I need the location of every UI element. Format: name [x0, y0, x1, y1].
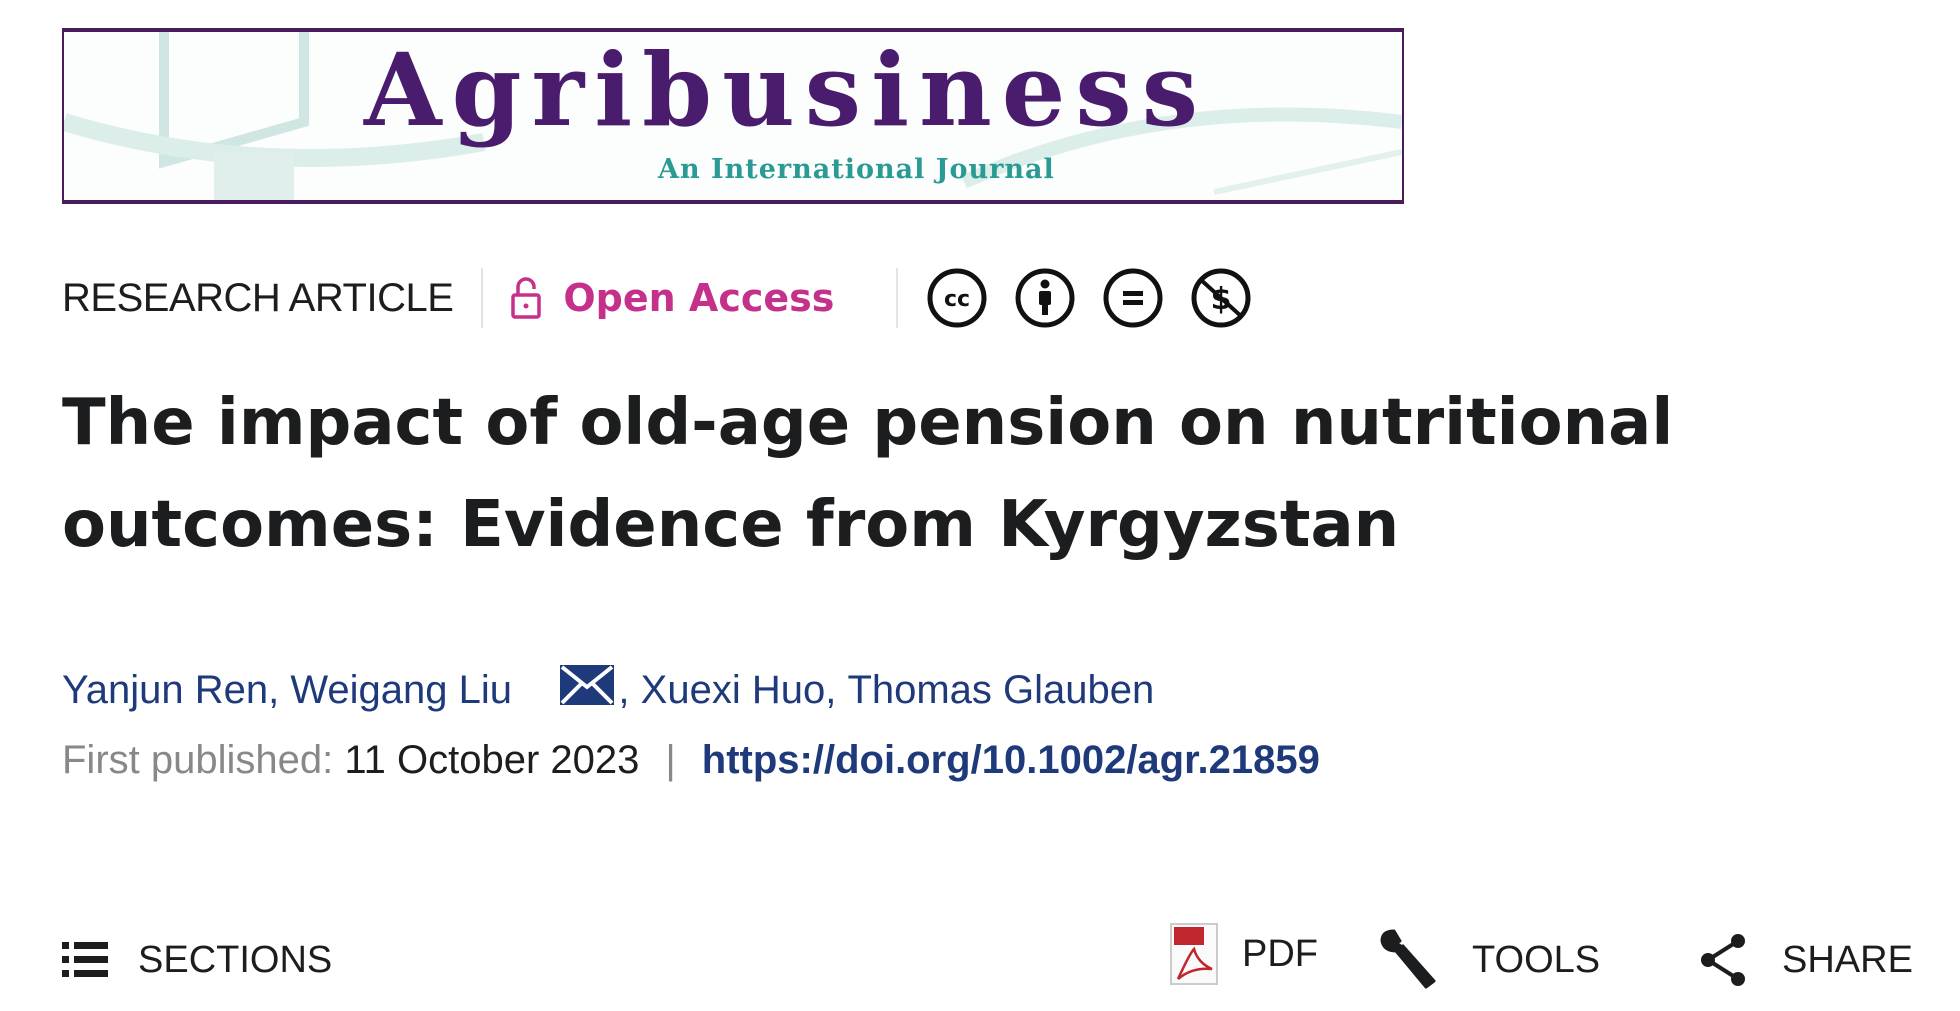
open-access-badge[interactable]: Open Access	[511, 276, 834, 320]
doi-link[interactable]: https://doi.org/10.1002/agr.21859	[701, 738, 1320, 782]
title-line-2: outcomes: Evidence from Kyrgyzstan	[62, 488, 1400, 562]
cc-icon: cc	[927, 268, 987, 328]
svg-text:cc: cc	[944, 287, 970, 312]
article-meta-row: RESEARCH ARTICLE Open Access cc $	[62, 268, 1252, 328]
pdf-label: PDF	[1242, 932, 1318, 975]
divider	[481, 268, 484, 328]
pdf-button[interactable]: PDF	[1170, 923, 1318, 985]
wrench-icon	[1380, 929, 1436, 989]
tools-label: TOOLS	[1472, 938, 1601, 981]
no-derivatives-icon	[1103, 268, 1163, 328]
non-commercial-icon: $	[1191, 268, 1251, 328]
open-lock-icon	[511, 277, 542, 319]
publication-info: First published: 11 October 2023 | https…	[62, 738, 1320, 783]
list-icon	[62, 942, 108, 977]
logo-background	[64, 32, 1402, 200]
title-line-1: The impact of old-age pension on nutriti…	[62, 386, 1674, 460]
envelope-icon[interactable]	[516, 620, 615, 760]
author-link[interactable]: Weigang Liu	[290, 667, 512, 712]
logo-subtitle: An International Journal	[658, 154, 1055, 185]
article-title: The impact of old-age pension on nutriti…	[62, 372, 1912, 576]
sections-label: SECTIONS	[138, 938, 333, 981]
author-link[interactable]: Yanjun Ren	[62, 667, 269, 712]
sections-button[interactable]: SECTIONS	[62, 930, 332, 990]
publication-date: 11 October 2023	[344, 738, 640, 782]
license-icons[interactable]: cc $	[926, 267, 1252, 329]
divider	[896, 268, 899, 328]
author-separator: ,	[268, 667, 291, 712]
journal-logo[interactable]: Agribusiness An International Journal	[62, 28, 1404, 204]
share-label: SHARE	[1782, 938, 1913, 981]
article-type: RESEARCH ARTICLE	[62, 275, 454, 320]
first-published-label: First published:	[62, 738, 334, 782]
share-button[interactable]: SHARE	[1700, 930, 1913, 990]
logo-title: Agribusiness	[364, 31, 1209, 149]
author-link[interactable]: Thomas Glauben	[847, 667, 1155, 712]
separator: |	[665, 738, 676, 782]
tools-button[interactable]: TOOLS	[1378, 929, 1601, 990]
author-list: Yanjun Ren, Weigang Liu , Xuexi Huo, Tho…	[62, 620, 1154, 760]
author-link[interactable]: Xuexi Huo	[640, 667, 826, 712]
svg-text:$: $	[1211, 282, 1232, 317]
by-attribution-icon	[1015, 268, 1075, 328]
author-separator: ,	[825, 667, 848, 712]
author-separator: ,	[618, 667, 641, 712]
pdf-icon	[1170, 923, 1218, 985]
open-access-label: Open Access	[563, 276, 835, 320]
share-icon	[1701, 934, 1745, 986]
